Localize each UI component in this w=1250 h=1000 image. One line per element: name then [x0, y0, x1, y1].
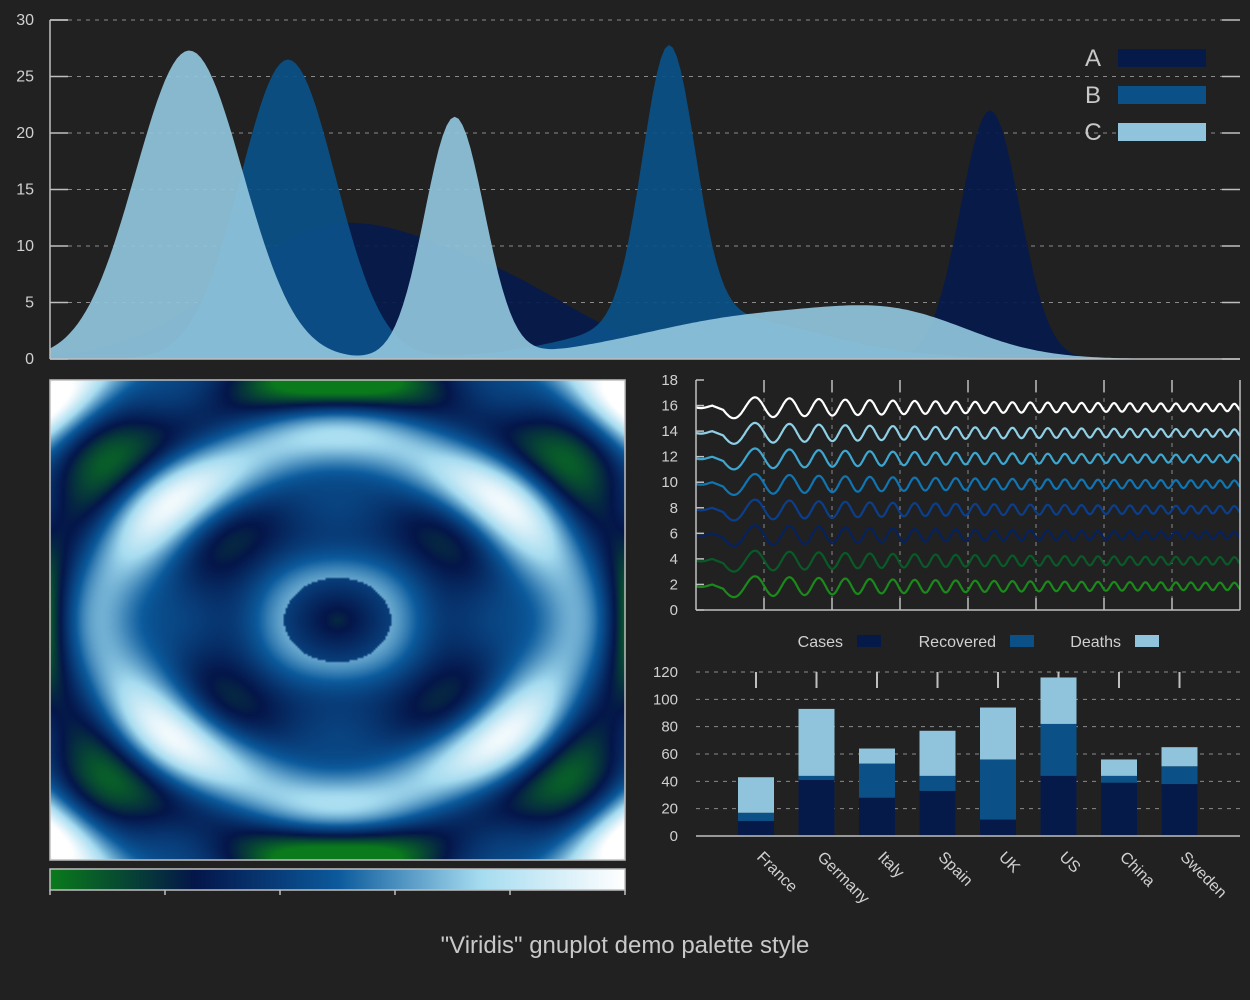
y-tick-label: 60	[661, 746, 678, 763]
heatmap-chart	[49, 379, 626, 895]
bar-us-recovered	[1040, 723, 1077, 776]
figure-title: "Viridis" gnuplot demo palette style	[440, 932, 810, 959]
bar-france-deaths	[738, 777, 774, 813]
y-tick-label: 10	[16, 238, 34, 255]
legend-swatch-b	[1118, 86, 1206, 104]
colorbar-frame	[49, 868, 626, 891]
bar-uk-recovered	[980, 759, 1016, 820]
y-tick-label: 0	[25, 351, 34, 368]
x-tick-label: US	[1056, 849, 1084, 877]
x-tick-label: UK	[995, 849, 1023, 877]
legend-swatch-deaths	[1135, 635, 1159, 647]
y-tick-label: 8	[670, 500, 678, 517]
y-tick-label: 120	[653, 664, 678, 681]
bar-us-cases	[1040, 775, 1077, 836]
y-tick-label: 40	[661, 773, 678, 790]
line-series-12	[695, 447, 1241, 471]
legend-label-deaths: Deaths	[1070, 634, 1121, 651]
y-tick-label: 14	[661, 423, 678, 440]
legend-label-cases: Cases	[798, 634, 843, 651]
y-tick-label: 0	[670, 828, 678, 845]
legend-swatch-cases	[857, 635, 881, 647]
y-tick-label: 15	[16, 182, 34, 199]
bar-italy-deaths	[859, 748, 895, 764]
x-tick-label: France	[753, 849, 800, 896]
bar-us-deaths	[1040, 677, 1077, 724]
legend-swatch-a	[1118, 49, 1206, 67]
y-tick-label: 20	[661, 801, 678, 818]
bar-germany-cases	[798, 779, 835, 836]
bar-italy-cases	[859, 797, 895, 836]
y-tick-label: 100	[653, 691, 678, 708]
bar-france-cases	[738, 820, 774, 836]
bar-france-recovered	[738, 812, 774, 821]
heatmap-image	[50, 380, 625, 860]
y-tick-label: 4	[670, 551, 678, 568]
bar-uk-cases	[980, 819, 1016, 836]
area-chart: 0 5 10 15 20 25 30 ABC	[16, 12, 1240, 368]
bar-spain-deaths	[919, 730, 956, 776]
y-tick-label: 18	[661, 372, 678, 389]
line-series-14	[695, 421, 1241, 445]
y-tick-label: 80	[661, 719, 678, 736]
line-chart: 0 2 4 6 8 10 12 14 16 18	[661, 372, 1241, 619]
y-tick-label: 6	[670, 525, 678, 542]
x-tick-label: Spain	[935, 849, 976, 890]
stacked-bar-chart: 0 20 40 60 80 100 120 Cases Recovered Deaths Franc…	[653, 634, 1240, 907]
y-tick-label: 25	[16, 69, 34, 86]
x-tick-label: Germany	[814, 849, 873, 908]
legend-label-b: B	[1085, 82, 1101, 109]
y-tick-label: 0	[670, 602, 678, 619]
legend-label-c: C	[1084, 119, 1101, 146]
line-series-8	[695, 498, 1241, 522]
y-tick-label: 5	[25, 295, 34, 312]
x-tick-label: Sweden	[1177, 849, 1230, 902]
legend-swatch-c	[1118, 123, 1206, 141]
line-series-2	[696, 575, 1241, 599]
line-series-4	[695, 549, 1241, 573]
bar-spain-recovered	[919, 775, 956, 791]
heatmap-frame	[49, 379, 626, 861]
bar-germany-deaths	[798, 708, 835, 776]
x-tick-label: China	[1116, 849, 1158, 891]
legend-label-recovered: Recovered	[919, 634, 996, 651]
y-tick-label: 20	[16, 125, 34, 142]
line-series-10	[695, 472, 1241, 496]
bar-germany-recovered	[798, 775, 835, 780]
x-tick-label: Italy	[874, 849, 907, 882]
line-series-16	[696, 396, 1241, 420]
legend-label-a: A	[1085, 45, 1101, 72]
y-tick-label: 12	[661, 449, 678, 466]
area-series-b	[50, 45, 1240, 359]
bar-china-cases	[1101, 782, 1137, 836]
bar-china-recovered	[1101, 775, 1137, 783]
bar-spain-cases	[919, 790, 956, 836]
bar-uk-deaths	[980, 707, 1016, 760]
area-series-c	[50, 50, 1240, 359]
legend-swatch-recovered	[1010, 635, 1034, 647]
colorbar	[50, 869, 625, 890]
bar-china-deaths	[1101, 759, 1137, 776]
y-tick-label: 10	[661, 474, 678, 491]
bar-sweden-recovered	[1161, 766, 1198, 785]
y-tick-label: 16	[661, 398, 678, 415]
y-tick-label: 2	[670, 576, 678, 593]
bar-sweden-cases	[1161, 784, 1198, 836]
line-series-6	[696, 523, 1241, 548]
bar-italy-recovered	[859, 763, 895, 798]
bar-sweden-deaths	[1161, 747, 1198, 767]
y-tick-label: 30	[16, 12, 34, 29]
